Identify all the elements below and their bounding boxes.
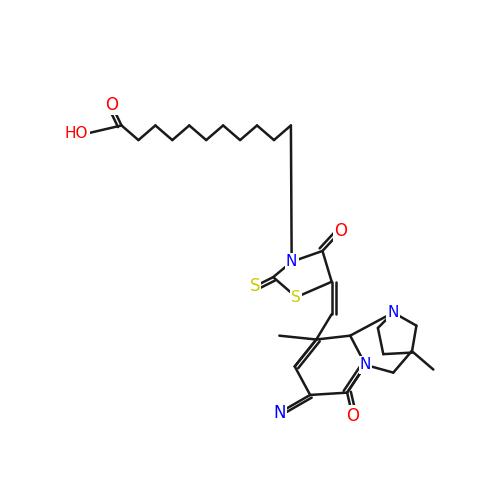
Text: O: O xyxy=(105,96,118,114)
Text: O: O xyxy=(346,406,359,424)
Text: N: N xyxy=(273,404,285,421)
Text: HO: HO xyxy=(65,126,88,140)
Text: S: S xyxy=(250,278,260,295)
Text: N: N xyxy=(286,254,298,269)
Text: N: N xyxy=(360,358,372,372)
Text: O: O xyxy=(346,406,359,424)
Text: S: S xyxy=(292,290,301,304)
Text: N: N xyxy=(286,254,298,269)
Text: O: O xyxy=(105,96,118,114)
Text: N: N xyxy=(388,305,399,320)
Text: N: N xyxy=(360,358,372,372)
Text: HO: HO xyxy=(65,126,88,140)
Text: S: S xyxy=(250,278,260,295)
Text: O: O xyxy=(334,222,347,240)
Text: N: N xyxy=(273,404,285,421)
Text: S: S xyxy=(292,290,301,304)
Text: N: N xyxy=(388,305,399,320)
Text: O: O xyxy=(334,222,347,240)
